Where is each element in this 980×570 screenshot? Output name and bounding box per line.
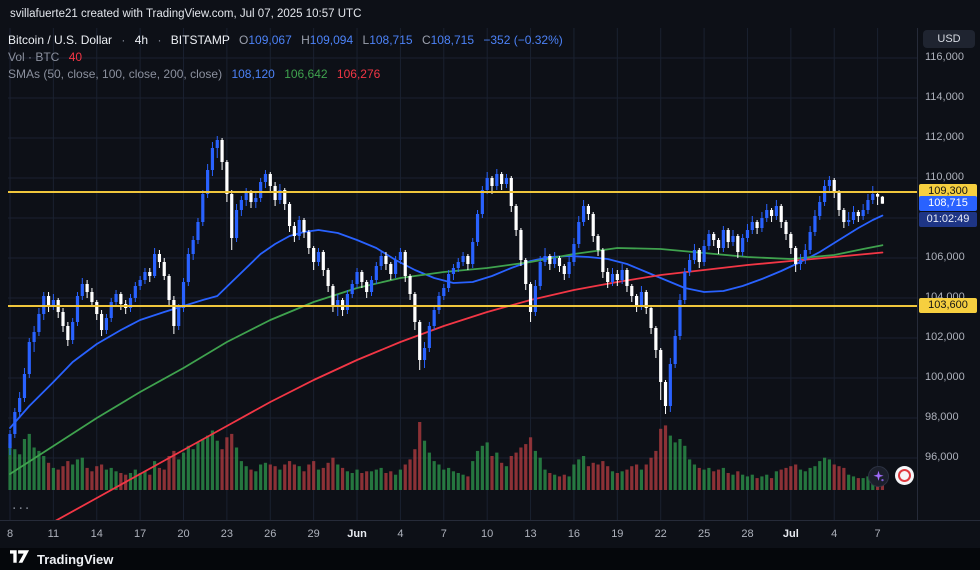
brand-name[interactable]: TradingView: [37, 551, 114, 567]
tradingview-logo-icon[interactable]: [10, 550, 30, 568]
high-value: 109,094: [309, 33, 354, 47]
interval-value[interactable]: 4h: [134, 33, 149, 47]
price-tick: 106,000: [925, 251, 965, 263]
time-tick: 19: [611, 528, 624, 540]
chart-area[interactable]: Bitcoin / U.S. Dollar · 4h · BITSTAMP O1…: [0, 28, 980, 548]
price-tick: 112,000: [925, 131, 964, 143]
more-indicators-ellipsis[interactable]: ...: [12, 496, 32, 513]
price-tick: 116,000: [925, 51, 964, 63]
close-value: 108,715: [430, 33, 474, 47]
volume-value: 40: [68, 50, 83, 64]
time-tick: 29: [307, 528, 320, 540]
time-tick: 4: [831, 528, 838, 540]
sparkle-icon[interactable]: [868, 466, 889, 487]
record-icon[interactable]: [895, 466, 914, 485]
low-value: 108,715: [369, 33, 413, 47]
sma200-value: 106,276: [336, 67, 381, 81]
volume-label[interactable]: Vol · BTC: [8, 50, 60, 64]
time-tick: 17: [134, 528, 147, 540]
time-tick: 28: [741, 528, 754, 540]
attribution-text: svillafuerte21 created with TradingView.…: [10, 8, 362, 20]
red-dot: [898, 469, 911, 482]
price-tick: 100,000: [925, 371, 965, 383]
time-axis[interactable]: 8 11 14 17 20 23 26 29 Jun 4 7 10 13 16 19 22 25 28 Jul 4 7: [0, 520, 980, 549]
close-label: C: [421, 33, 431, 47]
sma-row[interactable]: SMAs (50, close, 100, close, 200, close)…: [8, 66, 563, 82]
sma100-value: 106,642: [284, 67, 328, 81]
symbol-row[interactable]: Bitcoin / U.S. Dollar · 4h · BITSTAMP O1…: [8, 32, 563, 48]
time-tick: 16: [567, 528, 581, 540]
time-tick: 14: [90, 528, 103, 540]
level-price-label-upper: 109,300: [919, 184, 977, 199]
symbol-title[interactable]: Bitcoin / U.S. Dollar: [8, 33, 113, 47]
time-tick: Jul: [782, 528, 799, 540]
price-chart-canvas[interactable]: [0, 28, 980, 520]
sma50-value: 108,120: [231, 67, 275, 81]
low-label: L: [362, 33, 370, 47]
level-price-label-lower: 103,600: [919, 298, 977, 313]
attribution-bar: svillafuerte21 created with TradingView.…: [0, 0, 980, 28]
smas-label[interactable]: SMAs (50, close, 100, close, 200, close): [8, 67, 223, 81]
separator: ·: [157, 33, 162, 47]
time-tick: 20: [177, 528, 190, 540]
price-tick: 98,000: [925, 411, 959, 423]
change-value: −352 (−0.32%): [483, 33, 563, 47]
time-tick: 25: [697, 528, 711, 540]
open-value: 109,067: [248, 33, 292, 47]
price-tick: 96,000: [925, 451, 959, 463]
floating-action-icons: [868, 466, 914, 487]
time-tick: 7: [440, 528, 447, 540]
time-tick: 26: [264, 528, 277, 540]
time-tick: 23: [220, 528, 234, 540]
price-tick: 110,000: [925, 171, 964, 183]
footer-bar: TradingView: [0, 548, 980, 570]
volume-row[interactable]: Vol · BTC 40: [8, 49, 563, 65]
last-price-label: 108,715: [919, 195, 977, 211]
time-tick: 22: [654, 528, 667, 540]
currency-toggle-button[interactable]: USD: [923, 30, 975, 48]
time-tick: 8: [6, 528, 14, 540]
time-tick: Jun: [347, 528, 367, 540]
high-label: H: [301, 33, 310, 47]
bar-countdown-label: 01:02:49: [919, 211, 977, 227]
time-tick: 4: [397, 528, 404, 540]
price-tick: 102,000: [925, 331, 965, 343]
chart-legend: Bitcoin / U.S. Dollar · 4h · BITSTAMP O1…: [8, 32, 563, 83]
open-label: O: [239, 33, 249, 47]
time-tick: 11: [47, 528, 60, 540]
exchange-name[interactable]: BITSTAMP: [170, 33, 230, 47]
time-tick: 13: [524, 528, 537, 540]
price-axis[interactable]: 116,000114,000112,000110,000108,000106,0…: [917, 28, 980, 520]
time-tick: 10: [481, 528, 494, 540]
separator: ·: [121, 33, 126, 47]
price-tick: 114,000: [925, 91, 964, 103]
time-tick: 7: [874, 528, 881, 540]
